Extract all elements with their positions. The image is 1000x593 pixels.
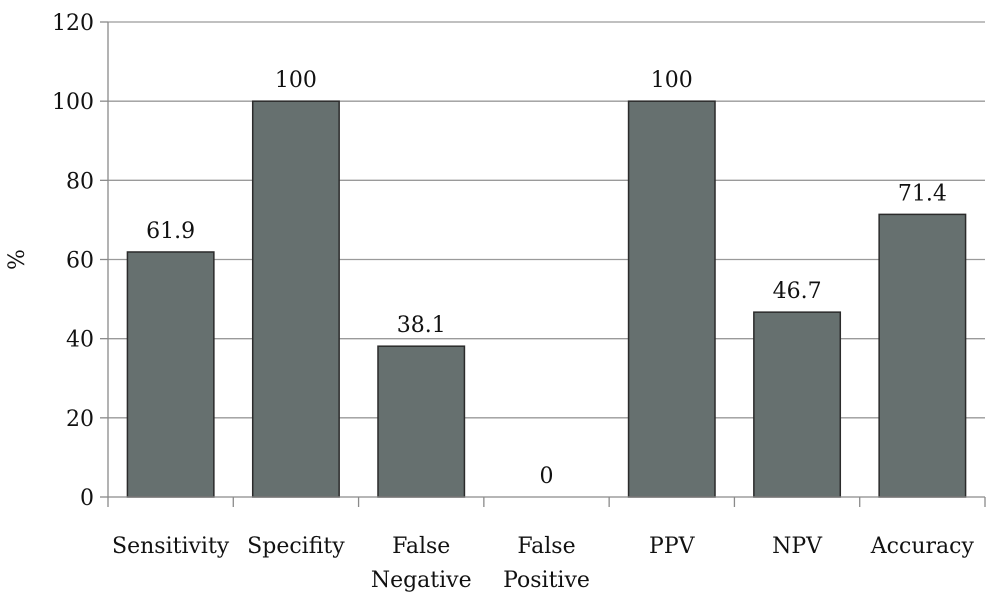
bars [126,100,967,498]
bar [753,311,842,498]
data-label: 100 [651,68,693,93]
bar [251,100,340,498]
data-label: 46.7 [773,279,822,304]
y-tick-label: 80 [66,169,94,194]
bar [377,345,466,498]
bar [627,100,716,498]
x-category-label: Positive [503,568,590,593]
y-tick-label: 40 [66,328,94,353]
y-tick-label: 60 [66,249,94,274]
y-tick-label: 100 [52,90,94,115]
data-label: 100 [275,68,317,93]
y-tick-label: 120 [52,11,94,36]
x-category-label: Negative [371,568,472,593]
x-category-label: False [392,534,450,559]
y-tick-label: 20 [66,407,94,432]
bar [878,213,967,498]
y-tick-label: 0 [80,486,94,511]
x-category-label: PPV [649,534,696,559]
data-label: 71.4 [898,181,947,206]
data-label: 61.9 [146,219,195,244]
x-category-label: Accuracy [870,534,975,559]
gridlines [108,21,985,419]
x-category-label: Sensitivity [112,534,230,559]
x-category-label: NPV [772,534,823,559]
labels: 0 20 40 60 80 100 120 61.9 Sensitivity 100 Specifi… [5,11,974,593]
data-label: 0 [540,464,554,489]
y-axis-title: % [5,249,30,270]
data-label: 38.1 [397,313,446,338]
axes [100,21,986,507]
x-category-label: Specifity [247,534,345,559]
x-category-label: False [517,534,575,559]
bar [126,251,215,498]
